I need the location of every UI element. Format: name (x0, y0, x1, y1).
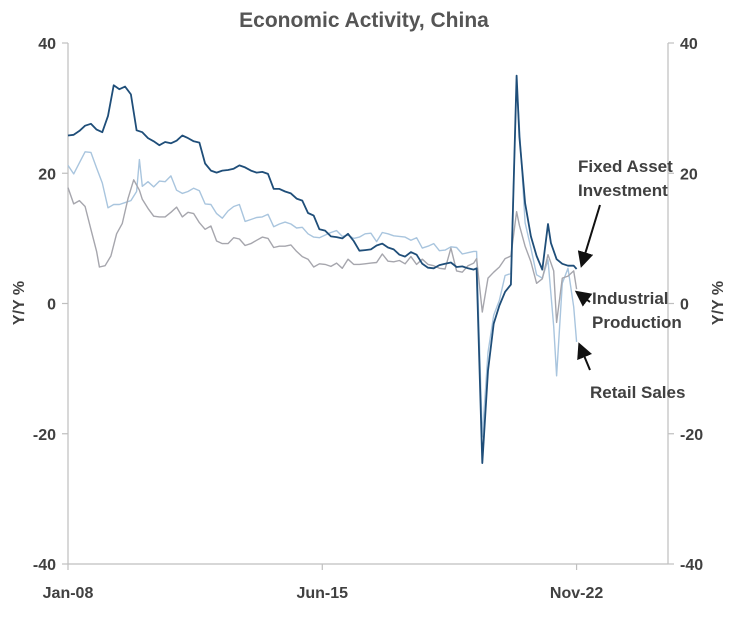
y-tick-label-left: -40 (33, 557, 56, 574)
arrow-retail-sales (577, 342, 592, 371)
chart-title: Economic Activity, China (239, 9, 489, 32)
arrow-industrial-production (574, 290, 593, 307)
x-tick-label: Jan-08 (43, 585, 94, 602)
y-tick-label-left: -20 (33, 427, 56, 444)
series-label-industrial-production: Industrial Production (592, 289, 682, 332)
y-axis-label-right: Y/Y % (710, 281, 727, 325)
y-tick-label-left: 0 (47, 297, 56, 314)
y-tick-label-right: -40 (680, 557, 703, 574)
series-line-industrial-production (67, 179, 578, 324)
y-tick-label-right: 0 (680, 297, 689, 314)
series-label-fixed-asset-investment: Fixed Asset Investment (578, 157, 673, 200)
y-tick-label-left: 40 (38, 36, 56, 53)
y-tick-label-right: 40 (680, 36, 698, 53)
x-tick-label: Jun-15 (296, 585, 348, 602)
series-line-fixed-asset-investment (67, 74, 578, 464)
y-axis-label-left: Y/Y % (11, 281, 28, 325)
y-tick-label-right: -20 (680, 427, 703, 444)
x-tick-label: Nov-22 (550, 585, 603, 602)
series-label-retail-sales: Retail Sales (590, 383, 685, 402)
series-line-retail-sales (67, 81, 578, 438)
arrow-fixed-asset-investment (577, 204, 601, 268)
y-tick-label-right: 20 (680, 166, 698, 183)
y-tick-label-left: 20 (38, 166, 56, 183)
